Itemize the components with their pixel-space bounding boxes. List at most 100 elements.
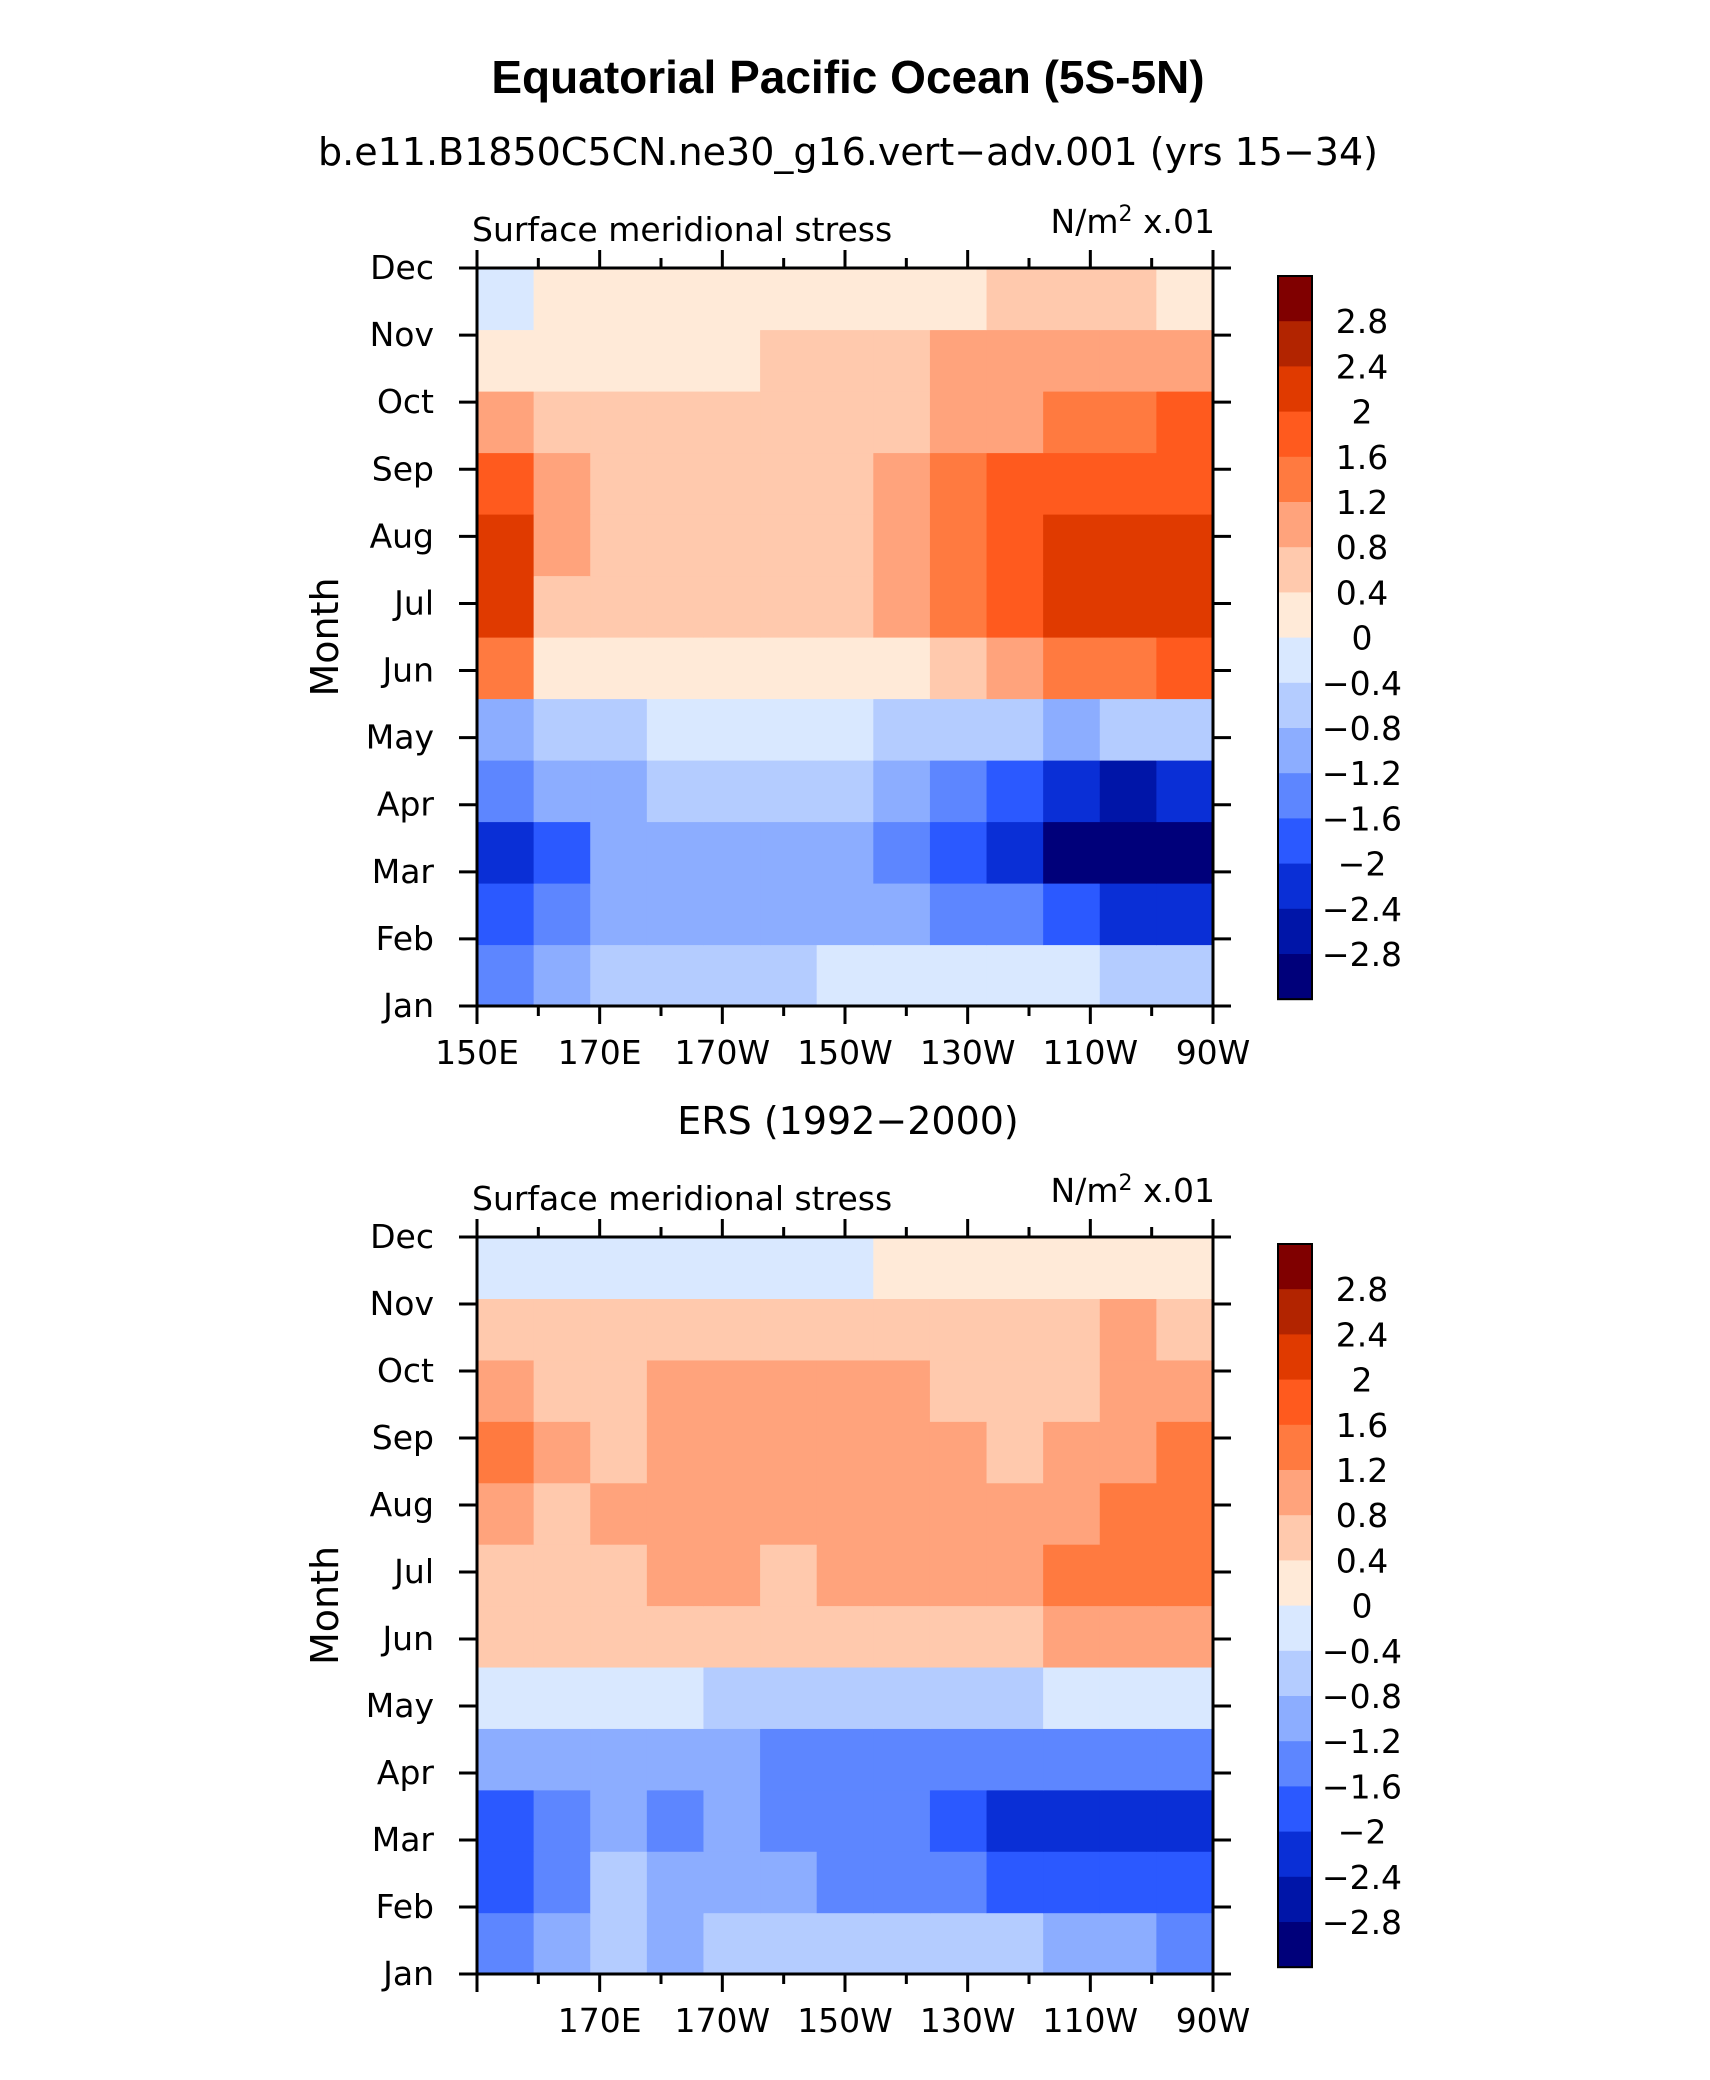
y-tick-label: Mar xyxy=(372,1820,435,1859)
heatmap-cell xyxy=(703,944,761,1007)
heatmap-cell xyxy=(816,1298,874,1361)
heatmap-cell xyxy=(477,452,535,515)
panels-container: b.e11.B1850C5CN.ne30_g16.vert−adv.001 (y… xyxy=(303,130,1402,2040)
heatmap-cell xyxy=(590,329,648,392)
heatmap-cell xyxy=(760,637,818,700)
heatmap-cell xyxy=(533,268,591,331)
colorbar-label: −2 xyxy=(1338,1813,1387,1852)
heatmap-cell xyxy=(873,1298,931,1361)
heatmap-cell xyxy=(703,575,761,638)
heatmap-cell xyxy=(760,1666,818,1729)
heatmap-cell xyxy=(873,514,931,577)
heatmap-cell xyxy=(590,760,648,823)
heatmap-cell xyxy=(1156,1298,1214,1361)
heatmap-cell xyxy=(1099,1298,1157,1361)
heatmap-cell xyxy=(760,1544,818,1607)
heatmap-cell xyxy=(929,1482,988,1545)
heatmap-cell xyxy=(646,329,705,392)
colorbar-swatch xyxy=(1278,1289,1312,1335)
heatmap-cell xyxy=(929,1605,988,1668)
heatmap-cell xyxy=(646,760,705,823)
y-tick-label: Jun xyxy=(380,1619,434,1658)
heatmap-cell xyxy=(1043,1544,1101,1607)
colorbar-label: −1.2 xyxy=(1322,754,1402,793)
heatmap-cell xyxy=(760,329,818,392)
x-tick-label: 90W xyxy=(1176,2001,1251,2040)
heatmap-cell xyxy=(1043,452,1101,515)
heatmap-cell xyxy=(646,452,705,515)
x-tick-label: 170E xyxy=(558,1033,642,1072)
heatmap-cell xyxy=(986,391,1044,454)
colorbar-swatch xyxy=(1278,1650,1312,1697)
heatmap-cell xyxy=(703,698,761,761)
heatmap-cell xyxy=(760,1482,818,1545)
heatmap-cell xyxy=(1043,944,1101,1007)
heatmap-cell xyxy=(986,575,1044,638)
colorbar-swatch xyxy=(1278,1424,1312,1471)
heatmap-cell xyxy=(703,1544,761,1607)
colorbar-label: 2 xyxy=(1352,393,1373,432)
colorbar-label: 1.2 xyxy=(1336,1451,1388,1490)
heatmap-cell xyxy=(703,883,761,946)
y-tick-label: Nov xyxy=(370,1284,434,1323)
colorbar-frame xyxy=(1277,275,1313,1001)
heatmap-cell xyxy=(1099,329,1157,392)
heatmap-cell xyxy=(986,821,1044,884)
heatmap-cell xyxy=(873,698,931,761)
colorbar-label: −2.8 xyxy=(1322,1903,1402,1942)
heatmap-cell xyxy=(873,268,931,331)
colorbar-swatch xyxy=(1278,1244,1312,1290)
heatmap-cell xyxy=(986,268,1044,331)
heatmap-cell xyxy=(1099,637,1157,700)
y-tick-label: Jun xyxy=(380,651,434,690)
heatmap-cell xyxy=(929,514,988,577)
heatmap-cell xyxy=(1156,514,1214,577)
heatmap-cell xyxy=(646,1912,705,1975)
heatmap-cell xyxy=(1156,1482,1214,1545)
heatmap-cell xyxy=(1156,883,1214,946)
heatmap-cell xyxy=(873,944,931,1007)
heatmap-cell xyxy=(1099,1544,1157,1607)
heatmap-cell xyxy=(477,514,535,577)
heatmap-cell xyxy=(703,1789,761,1852)
heatmap-cell xyxy=(1099,391,1157,454)
colorbar-label: 0 xyxy=(1352,619,1373,658)
heatmap-cell xyxy=(816,1421,874,1484)
colorbar-swatch xyxy=(1278,321,1312,367)
heatmap-cell xyxy=(760,1359,818,1422)
heatmap-cell xyxy=(1099,698,1157,761)
heatmap-cell xyxy=(760,1605,818,1668)
colorbar-swatch xyxy=(1278,411,1312,458)
heatmap-cell xyxy=(590,268,648,331)
heatmap-cell xyxy=(590,1789,648,1852)
heatmap-cell xyxy=(1043,821,1101,884)
heatmap-cell xyxy=(1043,1912,1101,1975)
heatmap-cell xyxy=(477,268,535,331)
heatmap-cell xyxy=(929,1237,988,1300)
units-scale: x.01 xyxy=(1133,1171,1216,1210)
y-tick-label: Feb xyxy=(376,1887,434,1926)
heatmap-cell xyxy=(703,1237,761,1300)
colorbar-swatch xyxy=(1278,547,1312,593)
heatmap-cell xyxy=(646,1482,705,1545)
heatmap-cell xyxy=(477,944,535,1007)
panel-2-units-label: N/m2 x.01 xyxy=(1051,1171,1215,1210)
heatmap-cell xyxy=(1099,1666,1157,1729)
heatmap-cell xyxy=(1099,1851,1157,1914)
heatmap-cell xyxy=(477,575,535,638)
panel-2-y-axis-label: Month xyxy=(303,1546,347,1665)
y-tick-label: Oct xyxy=(377,382,434,421)
heatmap-cell xyxy=(1156,575,1214,638)
heatmap-cell xyxy=(590,391,648,454)
heatmap-cell xyxy=(873,1421,931,1484)
panel-1-contour-field xyxy=(477,268,1214,1007)
heatmap-cell xyxy=(477,391,535,454)
heatmap-cell xyxy=(816,760,874,823)
heatmap-cell xyxy=(760,514,818,577)
heatmap-cell xyxy=(873,1237,931,1300)
heatmap-cell xyxy=(816,514,874,577)
heatmap-cell xyxy=(1099,821,1157,884)
heatmap-cell xyxy=(533,637,591,700)
units-superscript: 2 xyxy=(1119,202,1133,227)
heatmap-cell xyxy=(477,1237,535,1300)
